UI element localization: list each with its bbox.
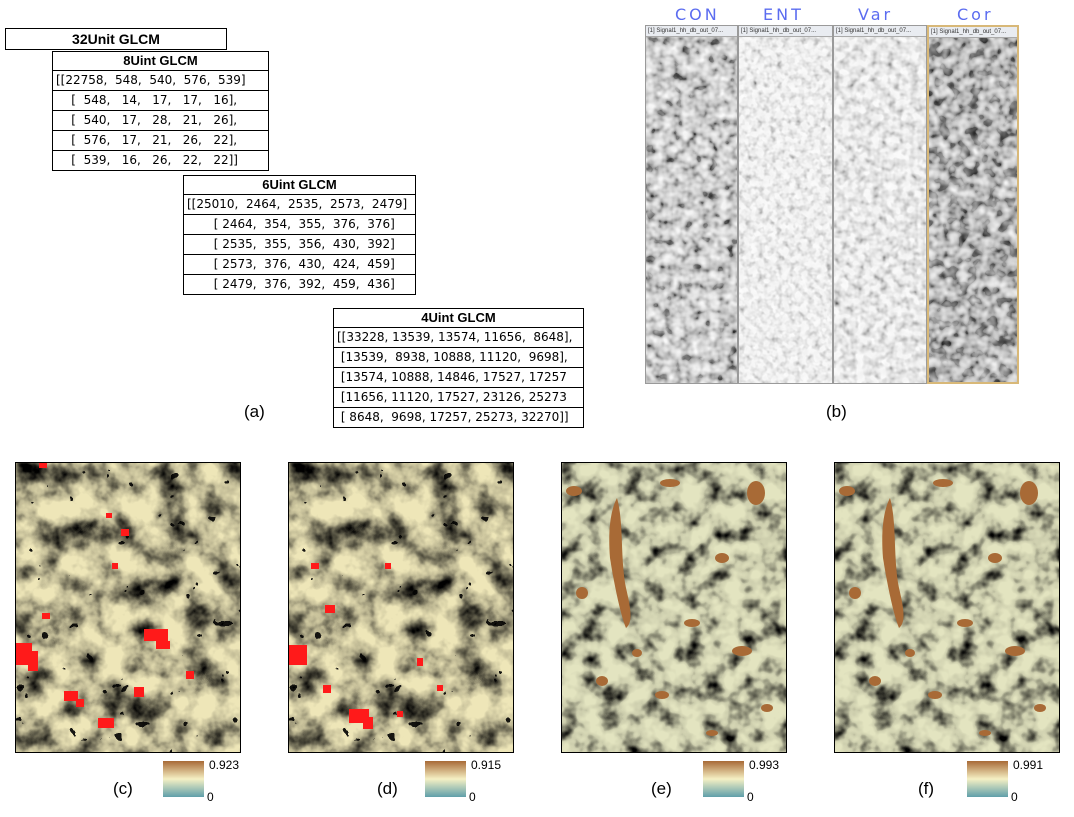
header-cor: Cor xyxy=(957,5,994,24)
glcm-row: [ 2464, 354, 355, 376, 376] xyxy=(183,215,416,235)
glcm-row: [[33228, 13539, 13574, 11656, 8648], xyxy=(333,328,584,348)
glcm-row: [[22758, 548, 540, 576, 539] xyxy=(52,71,269,91)
panel-label-c: (c) xyxy=(113,779,133,798)
glcm-6uint-title: 6Uint GLCM xyxy=(183,175,416,195)
colorbar-min-f: 0 xyxy=(1011,790,1018,804)
colorbar-d xyxy=(425,761,466,797)
panel-label-b: (b) xyxy=(826,402,847,421)
texture-panel-ent: [1] Signal1_hh_db_out_07... xyxy=(738,25,833,384)
texture-panel-var: [1] Signal1_hh_db_out_07... xyxy=(833,25,927,384)
glcm-row: [ 576, 17, 21, 26, 22], xyxy=(52,131,269,151)
highlight-pixels xyxy=(289,563,443,729)
texture-image-con xyxy=(646,37,737,383)
glcm-row: [[25010, 2464, 2535, 2573, 2479] xyxy=(183,195,416,215)
texture-image-ent xyxy=(739,37,832,383)
texture-panel-cor: [1] Signal1_hh_db_out_07... xyxy=(927,25,1019,384)
texture-image-cor xyxy=(929,38,1017,382)
glcm-8uint-table: 8Uint GLCM [[22758, 548, 540, 576, 539] … xyxy=(52,51,269,171)
colorbar-max-c: 0.923 xyxy=(209,758,240,772)
glcm-8uint-title: 8Uint GLCM xyxy=(52,51,269,71)
window-titlebar: [1] Signal1_hh_db_out_07... xyxy=(646,26,737,37)
map-image-c xyxy=(16,463,240,752)
panel-label-d: (d) xyxy=(377,779,398,798)
colorbar-max-f: 0.991 xyxy=(1013,758,1044,772)
header-var: Var xyxy=(858,5,894,24)
map-e xyxy=(561,462,787,753)
glcm-row: [11656, 11120, 17527, 23126, 25273 xyxy=(333,388,584,408)
glcm-6uint-table: 6Uint GLCM [[25010, 2464, 2535, 2573, 24… xyxy=(183,175,416,295)
colorbar-f xyxy=(967,761,1008,797)
glcm-4uint-table: 4Uint GLCM [[33228, 13539, 13574, 11656,… xyxy=(333,308,584,428)
glcm-row: [ 539, 16, 26, 22, 22]] xyxy=(52,151,269,171)
colorbar-max-e: 0.993 xyxy=(749,758,780,772)
texture-panel-con: [1] Signal1_hh_db_out_07... xyxy=(645,25,738,384)
map-image-e xyxy=(562,463,786,752)
map-c xyxy=(15,462,241,753)
map-image-f xyxy=(835,463,1059,752)
map-d xyxy=(288,462,514,753)
glcm-row: [ 2479, 376, 392, 459, 436] xyxy=(183,275,416,295)
panel-label-f: (f) xyxy=(918,779,935,798)
header-con: CON xyxy=(675,5,720,24)
window-titlebar: [1] Signal1_hh_db_out_07... xyxy=(834,26,926,37)
glcm-32unit-title: 32Unit GLCM xyxy=(5,28,227,50)
colorbar-min-c: 0 xyxy=(207,790,214,804)
colorbar-e xyxy=(703,761,744,797)
colorbar-min-d: 0 xyxy=(469,790,476,804)
glcm-row: [13574, 10888, 14846, 17527, 17257 xyxy=(333,368,584,388)
highlight-pixels xyxy=(16,463,194,728)
header-ent: ENT xyxy=(763,5,804,24)
window-titlebar: [1] Signal1_hh_db_out_07... xyxy=(929,27,1017,38)
high-value-regions xyxy=(839,479,1046,736)
glcm-row: [ 2535, 355, 356, 430, 392] xyxy=(183,235,416,255)
glcm-row: [ 8648, 9698, 17257, 25273, 32270]] xyxy=(333,408,584,428)
glcm-row: [ 540, 17, 28, 21, 26], xyxy=(52,111,269,131)
glcm-row: [13539, 8938, 10888, 11120, 9698], xyxy=(333,348,584,368)
glcm-row: [ 2573, 376, 430, 424, 459] xyxy=(183,255,416,275)
texture-image-var xyxy=(834,37,926,383)
panel-label-e: (e) xyxy=(651,779,672,798)
colorbar-min-e: 0 xyxy=(747,790,754,804)
colorbar-c xyxy=(163,761,204,797)
glcm-row: [ 548, 14, 17, 17, 16], xyxy=(52,91,269,111)
glcm-4uint-title: 4Uint GLCM xyxy=(333,308,584,328)
window-titlebar: [1] Signal1_hh_db_out_07... xyxy=(739,26,832,37)
map-image-d xyxy=(289,463,513,752)
map-f xyxy=(834,462,1060,753)
colorbar-max-d: 0.915 xyxy=(471,758,502,772)
high-value-regions xyxy=(566,479,773,736)
panel-label-a: (a) xyxy=(244,402,265,421)
